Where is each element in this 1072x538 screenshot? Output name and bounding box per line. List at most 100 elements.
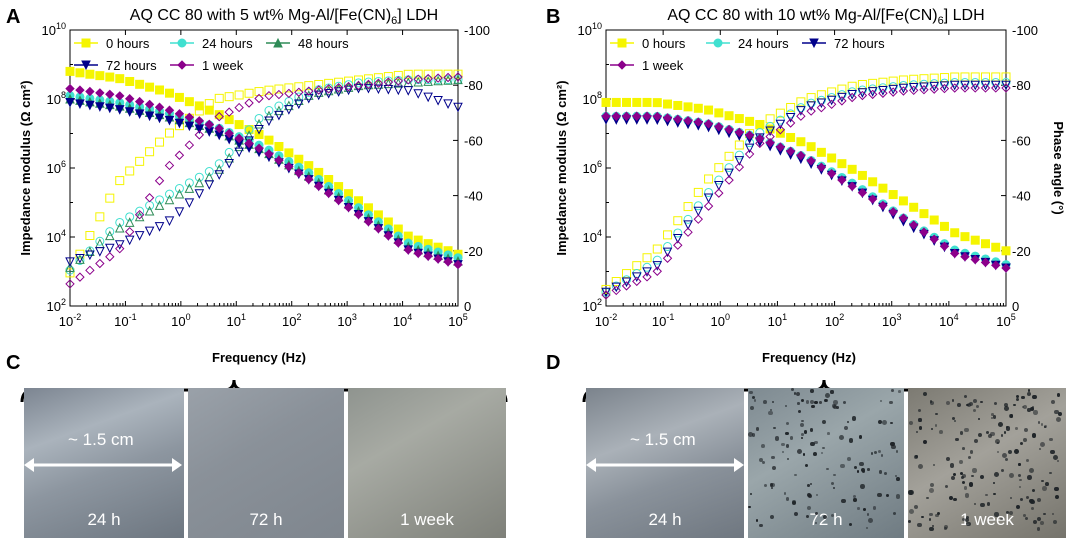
series-1-week	[601, 83, 1011, 300]
phase-point	[919, 85, 929, 95]
modulus-point	[950, 248, 960, 259]
corrosion-spot	[759, 457, 764, 462]
modulus-point	[174, 109, 185, 119]
phase-point	[1001, 83, 1011, 93]
phase-point	[164, 216, 175, 227]
corrosion-spot	[771, 486, 774, 490]
corrosion-spot	[1003, 405, 1009, 411]
modulus-point	[714, 108, 724, 118]
phase-point	[304, 87, 314, 97]
modulus-point	[115, 91, 125, 101]
corrosion-spot	[784, 405, 787, 408]
phase-point	[642, 267, 652, 277]
phase-point	[611, 282, 622, 293]
photo-label: 24 h	[87, 510, 121, 529]
corrosion-spot	[752, 396, 756, 400]
corrosion-spot	[793, 511, 799, 517]
corrosion-spot	[1030, 507, 1034, 510]
corrosion-spot	[749, 390, 754, 395]
legend-label: 1 week	[202, 58, 244, 73]
phase-point	[343, 82, 354, 92]
y-axis-label: Impedance modulus (Ω cm²)	[18, 80, 33, 255]
chart-title: AQ CC 80 with 5 wt% Mg-Al/[Fe(CN)6] LDH	[130, 7, 438, 27]
corrosion-spot	[866, 526, 869, 529]
series-1-week	[65, 72, 463, 289]
phase-point	[274, 105, 284, 116]
phase-point	[65, 257, 75, 267]
modulus-point	[124, 107, 135, 117]
photo-c-24h: 24 h	[24, 388, 184, 538]
modulus-point	[693, 103, 703, 113]
phase-point	[204, 167, 214, 177]
phase-point	[990, 80, 1001, 91]
phase-point	[433, 73, 443, 83]
modulus-point	[909, 202, 919, 212]
phase-point	[373, 78, 384, 88]
modulus-point	[244, 138, 254, 149]
corrosion-spot	[1052, 455, 1058, 460]
corrosion-spot	[966, 404, 969, 407]
modulus-point	[343, 202, 354, 213]
photo-d-72h: 72 h	[748, 388, 904, 538]
corrosion-spot	[1027, 389, 1030, 392]
corrosion-spot	[951, 416, 955, 420]
phase-point	[704, 187, 714, 197]
modulus-point	[184, 97, 194, 107]
phase-point	[125, 212, 135, 222]
phase-point	[683, 202, 693, 212]
phase-point	[244, 88, 254, 98]
modulus-point	[184, 121, 195, 132]
modulus-point	[622, 97, 632, 107]
phase-point	[714, 163, 724, 173]
phase-point	[423, 73, 433, 84]
corrosion-spot	[908, 490, 913, 495]
photo-c-72h: 72 h	[188, 388, 344, 538]
modulus-point	[898, 213, 909, 223]
modulus-point	[621, 111, 632, 121]
phase-point	[184, 140, 195, 150]
phase-point	[164, 160, 175, 171]
corrosion-spot	[833, 399, 838, 405]
phase-point	[194, 172, 204, 182]
corrosion-spot	[806, 493, 811, 498]
phase-point	[184, 198, 195, 208]
corrosion-spot	[877, 449, 881, 454]
scale-label-d: ~ 1.5 cm	[630, 430, 696, 449]
phase-point	[453, 102, 463, 113]
x-tick-label: 104	[393, 312, 412, 329]
corrosion-spot	[839, 434, 845, 440]
phase-point	[85, 231, 95, 241]
phase-point	[908, 83, 919, 93]
phase-point	[908, 85, 919, 96]
corrosion-spot	[886, 493, 890, 497]
corrosion-spot	[968, 402, 973, 407]
corrosion-spot	[1025, 495, 1029, 500]
modulus-point	[1001, 246, 1011, 256]
modulus-point	[663, 99, 673, 109]
phase-point	[254, 118, 264, 129]
y-tick-label: 106	[583, 159, 602, 176]
corrosion-spot	[878, 470, 883, 474]
modulus-point	[75, 68, 85, 78]
corrosion-spot	[921, 515, 924, 519]
phase-point	[124, 226, 135, 237]
modulus-point	[95, 102, 105, 112]
phase-point	[734, 156, 745, 166]
corrosion-spot	[897, 389, 901, 393]
phase-point	[65, 279, 75, 289]
corrosion-spot	[1019, 441, 1023, 445]
corrosion-spot	[1039, 521, 1044, 525]
phase-point	[174, 188, 185, 199]
corrosion-spot	[812, 452, 817, 457]
corrosion-spot	[1053, 519, 1058, 524]
corrosion-spot	[945, 456, 951, 461]
corrosion-spot	[1051, 512, 1055, 516]
phase-point	[663, 230, 673, 240]
phase-point	[393, 85, 404, 96]
modulus-point	[194, 116, 205, 126]
corrosion-spot	[800, 436, 803, 439]
phase-point	[244, 125, 254, 135]
corrosion-spot	[913, 504, 918, 509]
phase-point	[294, 82, 304, 92]
corrosion-spot	[970, 450, 974, 454]
